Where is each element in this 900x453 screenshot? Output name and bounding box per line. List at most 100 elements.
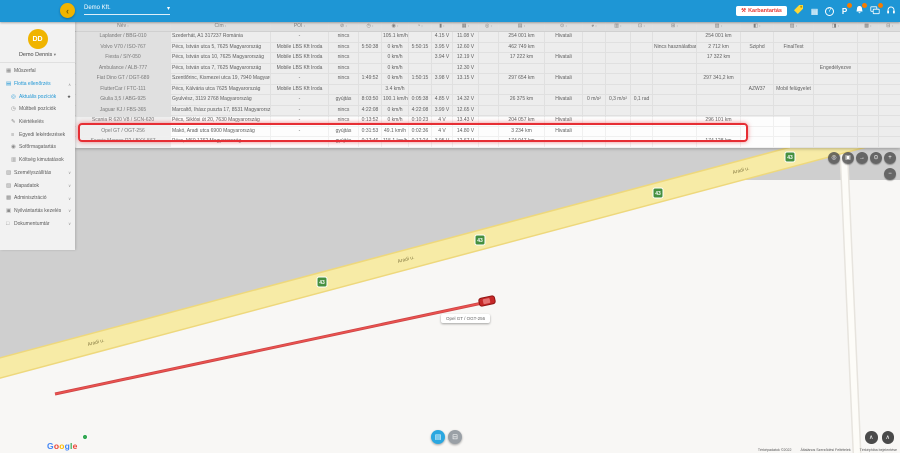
- sidebar-item-flotta-ellen-rz-s[interactable]: ▤ Flotta ellenőrzés ∧: [6, 81, 71, 88]
- column-header-driver-col[interactable]: ◧↕: [740, 22, 774, 32]
- table-row[interactable]: Laplander / BBG-010 Szederhát, A1 317237 …: [75, 31, 900, 43]
- svg-text:43: 43: [477, 238, 483, 244]
- value-cell: [582, 105, 606, 116]
- search-area-button[interactable]: ◎: [828, 152, 840, 164]
- column-header-distance-col[interactable]: ▧↕: [696, 22, 741, 32]
- maintenance-button[interactable]: ⚒ Karbantartás: [736, 6, 787, 16]
- column-header-duration-col[interactable]: ◔↕: [408, 22, 432, 32]
- value-cell: [478, 73, 499, 85]
- vehicle-marker[interactable]: [478, 295, 496, 307]
- headset-button[interactable]: [886, 5, 896, 17]
- column-header-test-col[interactable]: ▨↕: [773, 22, 814, 32]
- column-header-extra1-col[interactable]: ▩↕: [857, 22, 879, 32]
- value-cell: [630, 126, 653, 137]
- table-row[interactable]: Ambulance / ALB-777 Pécs, István utca 7, …: [75, 63, 900, 74]
- value-cell: [408, 63, 432, 74]
- value-cell: 4.15 V: [431, 31, 453, 43]
- sidebar-item-szem-lysz-ll-t-s[interactable]: ▧ Személyszállítás ∨: [6, 169, 71, 176]
- table-row[interactable]: Scania R 620 V8 / SCN-620 Pécs, Siklósi ú…: [75, 115, 900, 127]
- parking-button[interactable]: P: [840, 3, 852, 17]
- table-row[interactable]: Jaguar KJ / FBS-365 Marcaltő, Ihász puszt…: [75, 105, 900, 116]
- value-cell: Nincs használatban: [652, 42, 697, 53]
- column-header-voltage-col[interactable]: ▦↕: [452, 22, 479, 32]
- column-header-clock-col[interactable]: ◷↕: [358, 22, 382, 32]
- zoom-in-button[interactable]: +: [884, 152, 896, 164]
- value-cell: [813, 136, 858, 148]
- bottom-center-controls: ▤ ⊟: [431, 430, 462, 444]
- table-row-highlighted[interactable]: Opel GT / OGT-256 Makó, Aradi utca 6900 M…: [75, 126, 900, 137]
- panel-up-button-1[interactable]: ∧: [865, 431, 878, 444]
- help-icon: ?: [825, 6, 834, 16]
- bell-button[interactable]: [855, 3, 867, 17]
- value-cell: [813, 105, 858, 116]
- value-cell: 1:50:15: [408, 73, 432, 85]
- value-cell: [740, 94, 774, 106]
- user-menu[interactable]: Demo Dennis ▾: [0, 52, 75, 63]
- column-header-c-m[interactable]: Cím↕: [170, 22, 271, 32]
- table-row[interactable]: Volvo V70 / ISO-767 Pécs, István utca 5, …: [75, 42, 900, 53]
- sidebar-item-alapadatok[interactable]: ▨ Alapadatok ∨: [6, 182, 71, 189]
- column-header-odometer-col[interactable]: ▤↕: [498, 22, 545, 32]
- sidebar-item-nyilv-ntart-s-kezel-s[interactable]: ▣ Nyilvántartás kezelés ∨: [6, 207, 71, 214]
- top-bar: ‹ Demo Kft. ▾ ⚒ Karbantartás ▦? P: [0, 0, 900, 22]
- column-header-accel-z-col[interactable]: ⊡↕: [630, 22, 653, 32]
- column-header-ignition-col[interactable]: ⊘↕: [328, 22, 359, 32]
- table-row[interactable]: Giulia 3,5 / ABG-925 Gyulvész, 3119 2768 …: [75, 94, 900, 106]
- zoom-out-button[interactable]: −: [884, 168, 896, 180]
- company-select[interactable]: Demo Kft. ▾: [84, 5, 170, 15]
- sidebar-item-adminisztr-ci[interactable]: ▩ Adminisztráció ∨: [6, 195, 71, 202]
- table-row[interactable]: Scania Marcos R2 / BXX-567 Pécs, M60 1762…: [75, 136, 900, 148]
- avatar[interactable]: DD: [27, 29, 48, 49]
- sidebar-item-k-lts-g-kimutat-sok[interactable]: ▥ Költség kimutatások: [11, 157, 64, 164]
- value-cell: Engedélyezve: [813, 63, 858, 74]
- table-row[interactable]: Fiesta / SIY-050 Pécs, István utca 10, 76…: [75, 52, 900, 64]
- value-cell: [878, 73, 900, 85]
- value-cell: 3.94 V: [431, 52, 453, 64]
- sidebar-item-ki-rt-kel-s[interactable]: ✎ Kiértékelés: [11, 119, 44, 126]
- column-header-status-col[interactable]: ⊞↕: [652, 22, 697, 32]
- value-cell: [813, 31, 858, 43]
- column-header-accel-x-col[interactable]: ◕↕: [582, 22, 606, 32]
- value-cell: [358, 52, 382, 64]
- column-header-gauge-col[interactable]: ◎↕: [478, 22, 499, 32]
- sidebar-item-m-szerfal[interactable]: ▦ Műszerfal: [6, 68, 36, 75]
- sidebar-item-aktu-lis-poz-ci-k[interactable]: ◎ Aktuális pozíciók ★: [11, 93, 71, 100]
- address-cell: Marcaltő, Ihász puszta 17, 8531 Magyaror…: [170, 105, 271, 116]
- table-row[interactable]: FlutterCar / FTC-111 Pécs, Kálvária utca …: [75, 84, 900, 95]
- sidebar-collapse-button[interactable]: ‹: [60, 3, 75, 18]
- value-cell: [857, 52, 879, 64]
- value-cell: [630, 84, 653, 95]
- table-row[interactable]: Fiat Dino GT / DGT-689 Szentlőrinc, Kisme…: [75, 73, 900, 85]
- route-button[interactable]: →: [856, 152, 868, 164]
- map-view-button[interactable]: ▤: [431, 430, 445, 444]
- attribution-report-link[interactable]: Térképhiba bejelentése: [859, 448, 897, 452]
- pin-icon: ★: [66, 93, 71, 99]
- column-header-usage-col[interactable]: ⊙↕: [544, 22, 583, 32]
- value-cell: [630, 73, 653, 85]
- sidebar-item-dokumentumt-r[interactable]: □ Dokumentumtár ∨: [6, 220, 71, 227]
- column-header-permission-col[interactable]: ◨↕: [813, 22, 858, 32]
- sidebar-item-sof-rmagatart-s[interactable]: ◉ Sofőrmagatartás: [11, 144, 56, 151]
- apps-grid-button[interactable]: ▦: [810, 5, 819, 17]
- column-header-poi[interactable]: POI↕: [270, 22, 329, 32]
- help-button[interactable]: ?: [825, 5, 834, 17]
- column-header-speed-col[interactable]: ◉↕: [381, 22, 409, 32]
- clock-col-icon: ◷: [366, 23, 371, 29]
- search-button[interactable]: ⊙: [870, 152, 882, 164]
- vehicle-view-button[interactable]: ⊟: [448, 430, 462, 444]
- vehicle-name-cell: Scania Marcos R2 / BXX-567: [75, 136, 171, 148]
- column-header-accel-y-col[interactable]: ▥↕: [605, 22, 631, 32]
- value-cell: -: [270, 115, 329, 127]
- fit-bounds-button[interactable]: ▣: [842, 152, 854, 164]
- value-cell: [878, 31, 900, 43]
- tag-button[interactable]: [793, 5, 804, 17]
- sidebar-item-egyedi-lek-rdez-sek[interactable]: ≡ Egyedi lekérdezések: [11, 131, 66, 138]
- column-header-n-v[interactable]: Név↕: [75, 22, 171, 32]
- column-header-battery-col[interactable]: ▮↕: [431, 22, 453, 32]
- attribution-terms-link[interactable]: Általános Szerződési Feltételek: [800, 448, 851, 452]
- sidebar-item-m-ltbeli-poz-ci-k[interactable]: ◷ Múltbeli pozíciók: [11, 106, 56, 113]
- screens-button[interactable]: [870, 3, 883, 17]
- panel-up-button-2[interactable]: ∧: [881, 431, 894, 444]
- column-header-extra2-col[interactable]: ⊟↕: [878, 22, 900, 32]
- value-cell: 174 128 km: [696, 136, 741, 148]
